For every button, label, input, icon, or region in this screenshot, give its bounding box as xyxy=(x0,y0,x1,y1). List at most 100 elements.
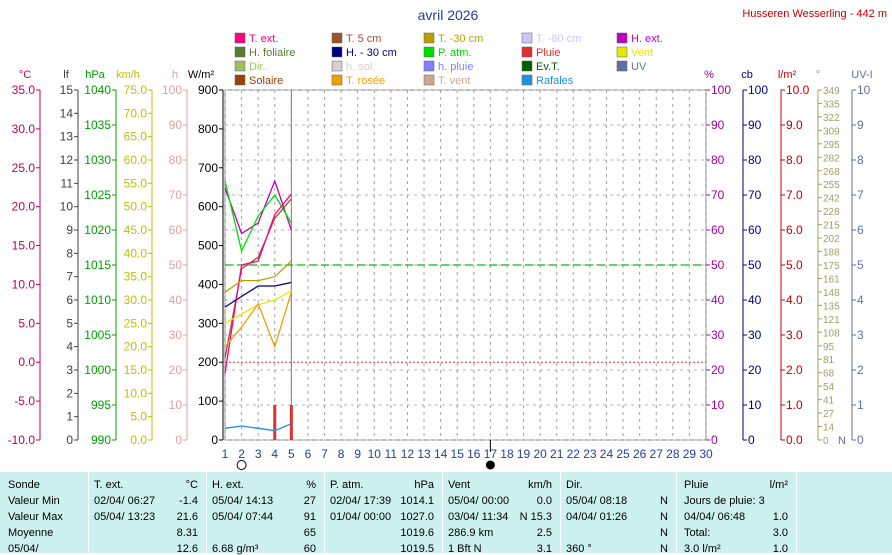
cb-tick-label: 80 xyxy=(748,153,762,167)
cb-tick-label: 30 xyxy=(748,328,762,342)
day-tick-label: 10 xyxy=(368,447,382,461)
press-tick-label: 1040 xyxy=(84,83,111,97)
cell-wind-value: 2.5 xyxy=(536,527,552,539)
leaf-tick-label: 3 xyxy=(66,363,73,377)
legend-swatch xyxy=(331,32,343,44)
cb-tick-label: 60 xyxy=(748,223,762,237)
header-wind: Vent xyxy=(448,479,471,491)
cb-tick-label: 10 xyxy=(748,398,762,412)
cb-tick-label: 90 xyxy=(748,118,762,132)
legend-swatch xyxy=(423,60,435,72)
temp-tick-label: 10.0 xyxy=(12,277,36,291)
cell-temp-value: -1.4 xyxy=(179,495,198,507)
cell-direction-time: 05/04/ 08:18 xyxy=(566,495,628,507)
uv-axis-unit: UV-I xyxy=(851,69,872,81)
day-tick-label: 5 xyxy=(288,447,295,461)
cell-wind-time: 1 Bft N xyxy=(448,543,482,555)
legend-swatch xyxy=(234,60,246,72)
cell-humidity-value: 27 xyxy=(303,495,316,507)
leaf-tick-label: 6 xyxy=(66,293,73,307)
dir-tick-label: 295 xyxy=(823,140,840,151)
temp-tick-label: -5.0 xyxy=(14,394,35,408)
wind-tick-label: 50.0 xyxy=(124,200,148,214)
day-tick-label: 3 xyxy=(255,447,262,461)
legend-swatch xyxy=(521,60,533,72)
dir-tick-label: 175 xyxy=(823,261,840,272)
leaf-tick-label: 15 xyxy=(60,83,74,97)
wind-tick-label: 35.0 xyxy=(124,270,148,284)
header-rain-unit: l/m² xyxy=(769,479,788,491)
day-tick-label: 22 xyxy=(567,447,581,461)
legend-label: Pluie xyxy=(536,47,560,59)
hours-tick-label: 20 xyxy=(169,363,183,377)
day-tick-label: 21 xyxy=(550,447,564,461)
cell-temp-time: 02/04/ 06:27 xyxy=(94,495,156,507)
hours-tick-label: 80 xyxy=(169,153,183,167)
cell-pressure-value: 1019.5 xyxy=(400,543,434,555)
legend-swatch xyxy=(616,60,628,72)
legend-swatch xyxy=(616,32,628,44)
header-humidity: H. ext. xyxy=(212,479,244,491)
wind-tick-label: 45.0 xyxy=(124,223,148,237)
rain-tick-label: 5.0 xyxy=(786,258,803,272)
leaf-tick-label: 1 xyxy=(66,410,73,424)
header-direction: Dir. xyxy=(566,479,583,491)
cb-tick-label: 100 xyxy=(748,83,768,97)
legend-swatch xyxy=(423,46,435,58)
legend-swatch xyxy=(423,32,435,44)
cell-direction-value: N xyxy=(660,543,668,555)
humid-tick-label: 10 xyxy=(711,398,725,412)
day-tick-label: 15 xyxy=(451,447,465,461)
table-column-separator xyxy=(88,472,89,553)
uv-tick-label: 4 xyxy=(857,293,864,307)
humid-axis-unit: % xyxy=(704,69,714,81)
legend-label: H. foliaire xyxy=(249,47,295,59)
hours-tick-label: 90 xyxy=(169,118,183,132)
cell-wind-time: 286.9 km xyxy=(448,527,494,539)
legend-label: Ev.T. xyxy=(536,61,560,73)
solar-tick-label: 900 xyxy=(198,83,218,97)
wind-tick-label: 0.0 xyxy=(130,433,147,447)
cell-temp-value: 21.6 xyxy=(176,511,198,523)
series-line xyxy=(224,423,292,432)
legend-label: Vent xyxy=(631,47,653,59)
humid-tick-label: 40 xyxy=(711,293,725,307)
press-tick-label: 995 xyxy=(91,398,111,412)
press-tick-label: 990 xyxy=(91,433,111,447)
press-axis-unit: hPa xyxy=(85,69,105,81)
day-tick-label: 28 xyxy=(666,447,680,461)
leaf-tick-label: 9 xyxy=(66,223,73,237)
full-moon-icon xyxy=(236,460,247,470)
day-tick-label: 30 xyxy=(699,447,713,461)
wind-tick-label: 70.0 xyxy=(124,106,148,120)
leaf-tick-label: 5 xyxy=(66,316,73,330)
header-temp-unit: °C xyxy=(185,479,198,491)
day-tick-label: 9 xyxy=(354,447,361,461)
press-tick-label: 1010 xyxy=(84,293,111,307)
weather-chart: 1 2 3 4 5 6 7 8 9 10 11 12 13 14 15 16 17 18 19 20 21 22 23 24 2… xyxy=(8,7,887,470)
header-wind-unit: km/h xyxy=(528,479,552,491)
dir-tick-label: 309 xyxy=(823,126,840,137)
solar-tick-label: 100 xyxy=(198,394,218,408)
day-tick-label: 2 xyxy=(238,447,245,461)
rain-tick-label: 1.0 xyxy=(786,398,803,412)
day-tick-label: 14 xyxy=(434,447,448,461)
press-tick-label: 1015 xyxy=(84,258,111,272)
uv-tick-label: 6 xyxy=(857,223,864,237)
legend-swatch xyxy=(423,74,435,86)
dir-tick-label: 202 xyxy=(823,234,840,245)
leaf-tick-label: 13 xyxy=(60,130,74,144)
solar-tick-label: 600 xyxy=(198,200,218,214)
chart-title: avril 2026 xyxy=(418,7,479,23)
wind-tick-label: 20.0 xyxy=(124,340,148,354)
cell-humidity-time: 6.68 g/m³ xyxy=(212,543,259,555)
wind-tick-label: 75.0 xyxy=(124,83,148,97)
cb-tick-label: 40 xyxy=(748,293,762,307)
day-tick-label: 16 xyxy=(467,447,481,461)
hours-axis-unit: h xyxy=(172,69,178,81)
press-tick-label: 1005 xyxy=(84,328,111,342)
legend-swatch xyxy=(616,46,628,58)
table-column-separator xyxy=(560,472,561,553)
cell-temp-value: 12.6 xyxy=(176,543,198,555)
grid-layer xyxy=(224,89,707,470)
